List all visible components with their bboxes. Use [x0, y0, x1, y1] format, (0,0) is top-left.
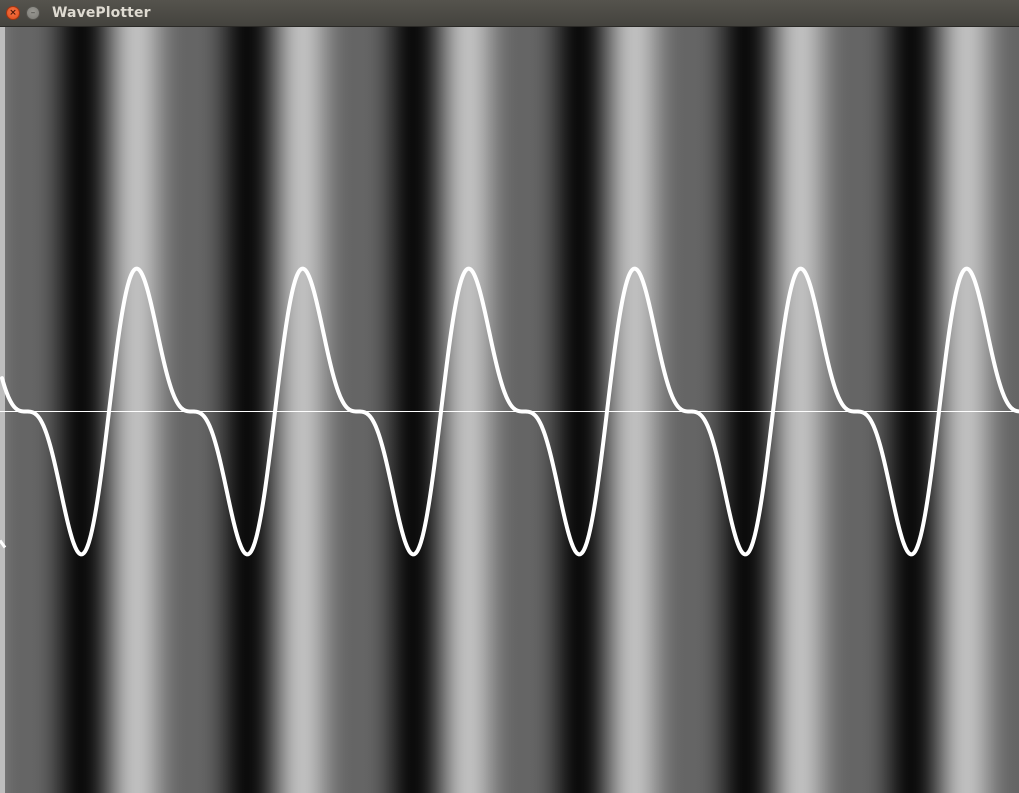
wave-curve — [0, 266, 1019, 557]
wave-plot — [0, 27, 1019, 793]
title-bar[interactable]: × – WavePlotter — [0, 0, 1019, 27]
plot-canvas[interactable] — [0, 27, 1019, 793]
close-icon[interactable]: × — [6, 6, 20, 20]
minimize-icon[interactable]: – — [26, 6, 40, 20]
window-title: WavePlotter — [52, 5, 151, 21]
left-edge-bar — [0, 27, 5, 793]
wave-edge-stub — [0, 539, 7, 549]
stripe-background — [0, 27, 1019, 793]
